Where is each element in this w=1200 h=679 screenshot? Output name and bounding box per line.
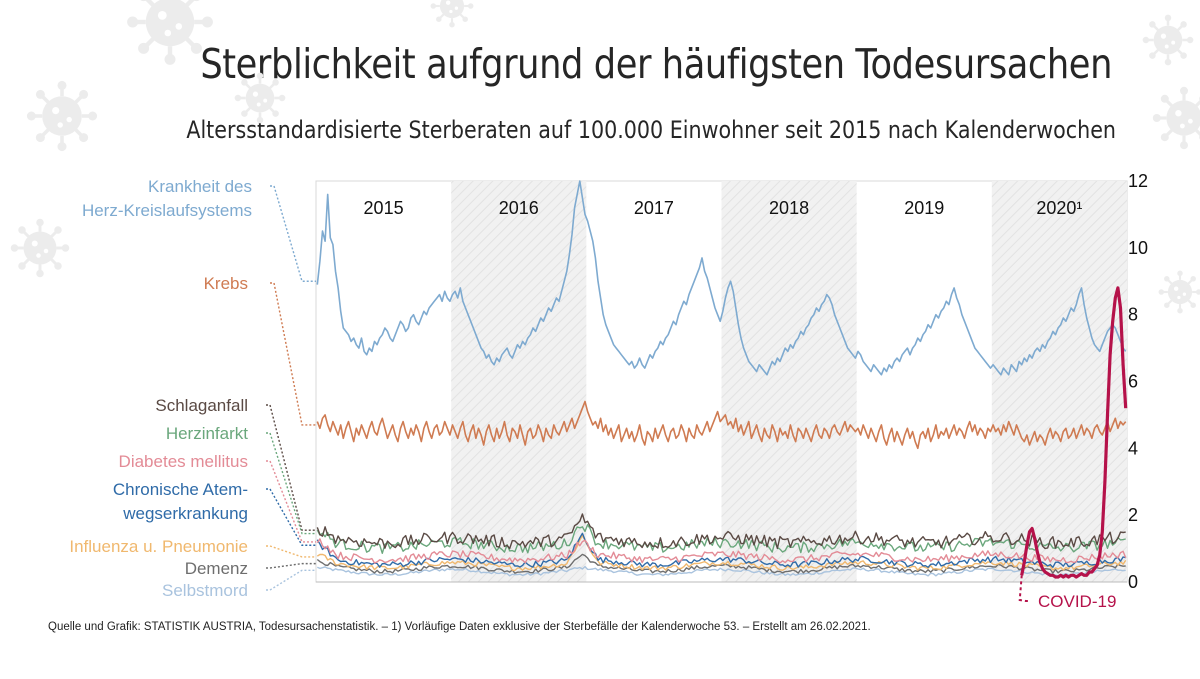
virus-icon bbox=[429, 0, 475, 29]
y-tick-label: 0 bbox=[1128, 572, 1138, 592]
year-band-shaded bbox=[451, 181, 587, 582]
virus-icon bbox=[25, 79, 99, 153]
legend-label-demenz: Demenz bbox=[185, 559, 248, 578]
source-note: Quelle und Grafik: STATISTIK AUSTRIA, To… bbox=[48, 621, 871, 633]
series-line-herzinfarkt bbox=[316, 524, 1126, 554]
series-line-schlaganfall bbox=[316, 513, 1126, 550]
year-label: 2015 bbox=[364, 198, 404, 218]
y-tick-label: 12 bbox=[1128, 171, 1148, 191]
y-tick-label: 2 bbox=[1128, 505, 1138, 525]
legend-label-herzinfarkt: Herzinfarkt bbox=[166, 424, 248, 443]
series-line-herz bbox=[316, 180, 1127, 376]
legend-label-atemweg: Chronische Atem- bbox=[113, 480, 248, 499]
series-line-selbstmord bbox=[317, 565, 1126, 577]
legend-leader-demenz bbox=[266, 562, 316, 569]
series-line-diabetes bbox=[316, 538, 1127, 564]
virus-icon bbox=[127, 0, 213, 65]
legend-leader-schlaganfall bbox=[266, 404, 316, 531]
y-tick-label: 10 bbox=[1128, 238, 1148, 258]
legend-label-covid: COVID-19 bbox=[1038, 592, 1116, 611]
virus-icon bbox=[1151, 85, 1200, 151]
virus-icon bbox=[233, 71, 287, 125]
virus-icon bbox=[1141, 13, 1195, 67]
year-label: 2018 bbox=[769, 198, 809, 218]
virus-icon bbox=[1157, 269, 1200, 315]
year-label: 2017 bbox=[634, 198, 674, 218]
series-line-krebs bbox=[316, 400, 1127, 450]
y-tick-label: 4 bbox=[1128, 438, 1138, 458]
year-label: 2019 bbox=[904, 198, 944, 218]
legend-label-schlaganfall: Schlaganfall bbox=[155, 396, 248, 415]
legend-leader-atemweg bbox=[266, 488, 316, 546]
legend-leader-covid bbox=[1018, 575, 1030, 602]
y-tick-label: 6 bbox=[1128, 372, 1138, 392]
legend-label-herz: Herz-Kreislaufsystems bbox=[82, 201, 252, 220]
series-line-demenz bbox=[316, 553, 1126, 574]
legend-label-herz: Krankheit des bbox=[148, 177, 252, 196]
legend-leader-diabetes bbox=[266, 460, 316, 543]
y-tick-label: 8 bbox=[1128, 305, 1138, 325]
series-line-atemweg bbox=[316, 532, 1126, 568]
legend-leader-selbstmord bbox=[266, 569, 316, 591]
legend-label-krebs: Krebs bbox=[204, 274, 248, 293]
virus-icon bbox=[9, 217, 71, 279]
legend-label-influenza: Influenza u. Pneumonie bbox=[69, 537, 248, 556]
legend-label-atemweg: wegserkrankung bbox=[122, 504, 248, 523]
legend-label-diabetes: Diabetes mellitus bbox=[119, 452, 248, 471]
legend-leader-krebs bbox=[270, 282, 316, 426]
chart-title: Sterblichkeit aufgrund der häufigsten To… bbox=[200, 40, 1113, 88]
year-label: 2016 bbox=[499, 198, 539, 218]
legend-leader-influenza bbox=[266, 545, 316, 558]
legend-leader-herz bbox=[270, 185, 316, 282]
year-label: 2020¹ bbox=[1036, 198, 1082, 218]
year-band-shaded bbox=[721, 181, 857, 582]
chart-subtitle: Altersstandardisierte Sterberaten auf 10… bbox=[186, 116, 1117, 144]
year-band-shaded bbox=[991, 181, 1127, 582]
legend-leader-herzinfarkt bbox=[266, 432, 316, 535]
series-line-covid bbox=[1020, 286, 1128, 579]
legend-label-selbstmord: Selbstmord bbox=[162, 581, 248, 600]
